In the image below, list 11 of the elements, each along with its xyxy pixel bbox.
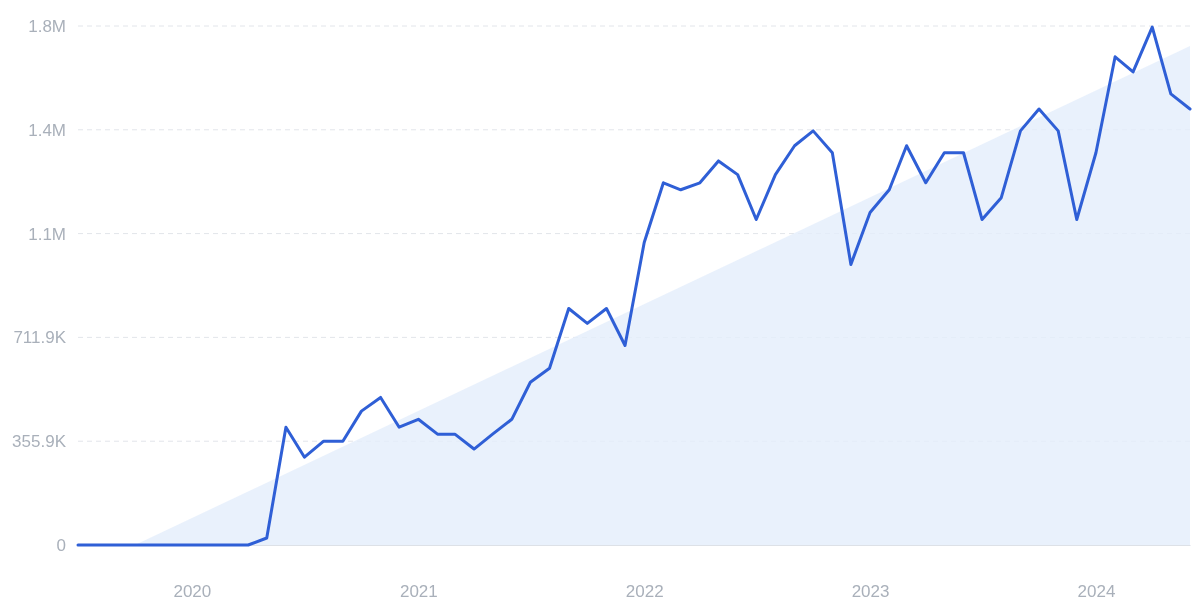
x-tick-label: 2023 xyxy=(851,582,890,602)
y-tick-label: 1.8M xyxy=(28,16,66,36)
y-tick-label: 711.9K xyxy=(13,328,67,348)
y-tick-label: 0 xyxy=(56,535,66,555)
x-tick-label: 2020 xyxy=(173,582,212,602)
x-tick-label: 2021 xyxy=(399,582,438,602)
y-tick-label: 1.4M xyxy=(28,120,66,140)
y-tick-label: 1.1M xyxy=(28,224,66,244)
x-tick-label: 2022 xyxy=(625,582,664,602)
y-tick-label: 355.9K xyxy=(12,432,67,452)
x-tick-label: 2024 xyxy=(1077,582,1116,602)
